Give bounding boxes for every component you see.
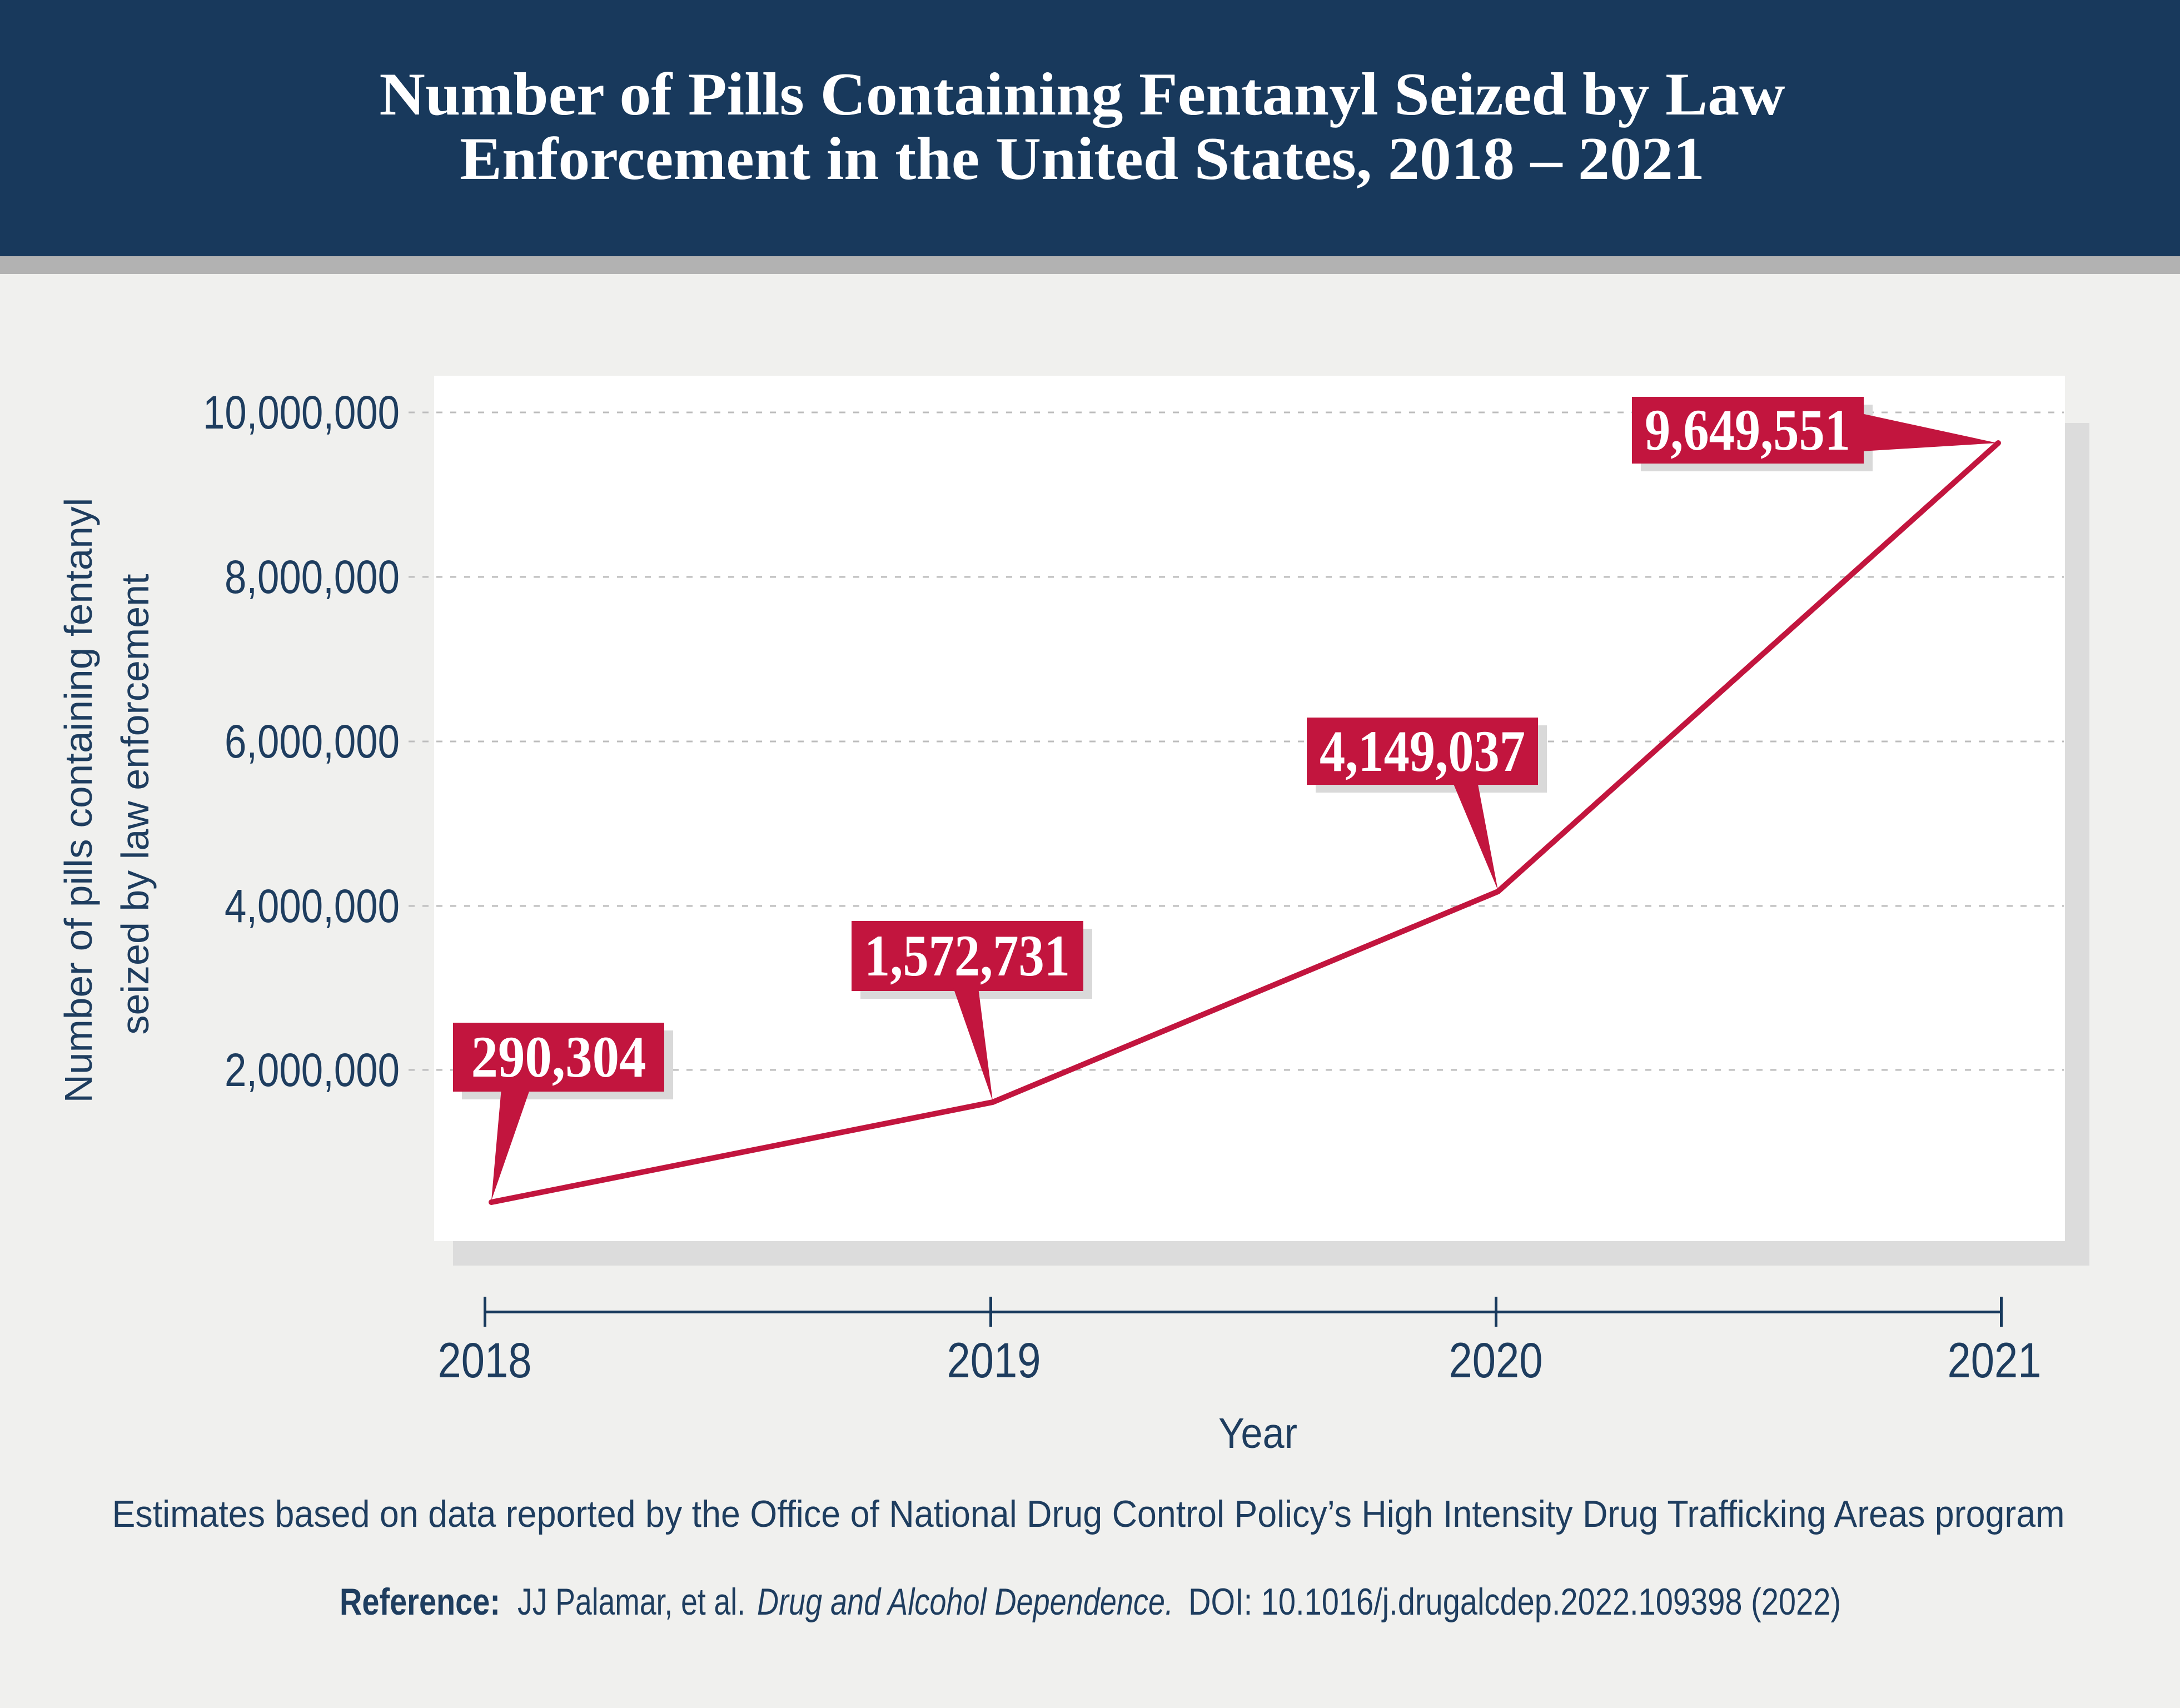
svg-text:Number of Pills Containing Fen: Number of Pills Containing Fentanyl Seiz… — [380, 61, 1785, 128]
svg-text:2021: 2021 — [1948, 1332, 2042, 1388]
svg-text:2,000,000: 2,000,000 — [225, 1044, 400, 1096]
svg-text:Drug and Alcohol Dependence.: Drug and Alcohol Dependence. — [757, 1581, 1173, 1623]
svg-text:Number of pills containing fen: Number of pills containing fentanyl — [57, 498, 100, 1103]
svg-text:10,000,000: 10,000,000 — [203, 386, 400, 439]
svg-text:Reference:: Reference: — [340, 1581, 500, 1623]
svg-text:4,000,000: 4,000,000 — [225, 880, 400, 932]
svg-text:Enforcement in the United Stat: Enforcement in the United States, 2018 –… — [460, 125, 1705, 192]
svg-text:JJ Palamar, et al.: JJ Palamar, et al. — [517, 1581, 745, 1623]
svg-text:290,304: 290,304 — [471, 1024, 646, 1089]
svg-text:Year: Year — [1218, 1410, 1297, 1457]
svg-text:9,649,551: 9,649,551 — [1645, 397, 1850, 462]
svg-text:6,000,000: 6,000,000 — [225, 715, 400, 768]
svg-text:Estimates based on data report: Estimates based on data reported by the … — [112, 1493, 2065, 1535]
svg-text:2020: 2020 — [1449, 1332, 1543, 1388]
svg-text:seized by law enforcement: seized by law enforcement — [113, 574, 157, 1035]
svg-text:1,572,731: 1,572,731 — [864, 923, 1070, 988]
svg-text:8,000,000: 8,000,000 — [225, 551, 400, 603]
svg-text:DOI: 10.1016/j.drugalcdep.2022: DOI: 10.1016/j.drugalcdep.2022.109398 (2… — [1188, 1581, 1841, 1623]
svg-text:2019: 2019 — [947, 1332, 1041, 1388]
svg-text:4,149,037: 4,149,037 — [1320, 719, 1525, 784]
svg-text:2018: 2018 — [438, 1332, 532, 1388]
